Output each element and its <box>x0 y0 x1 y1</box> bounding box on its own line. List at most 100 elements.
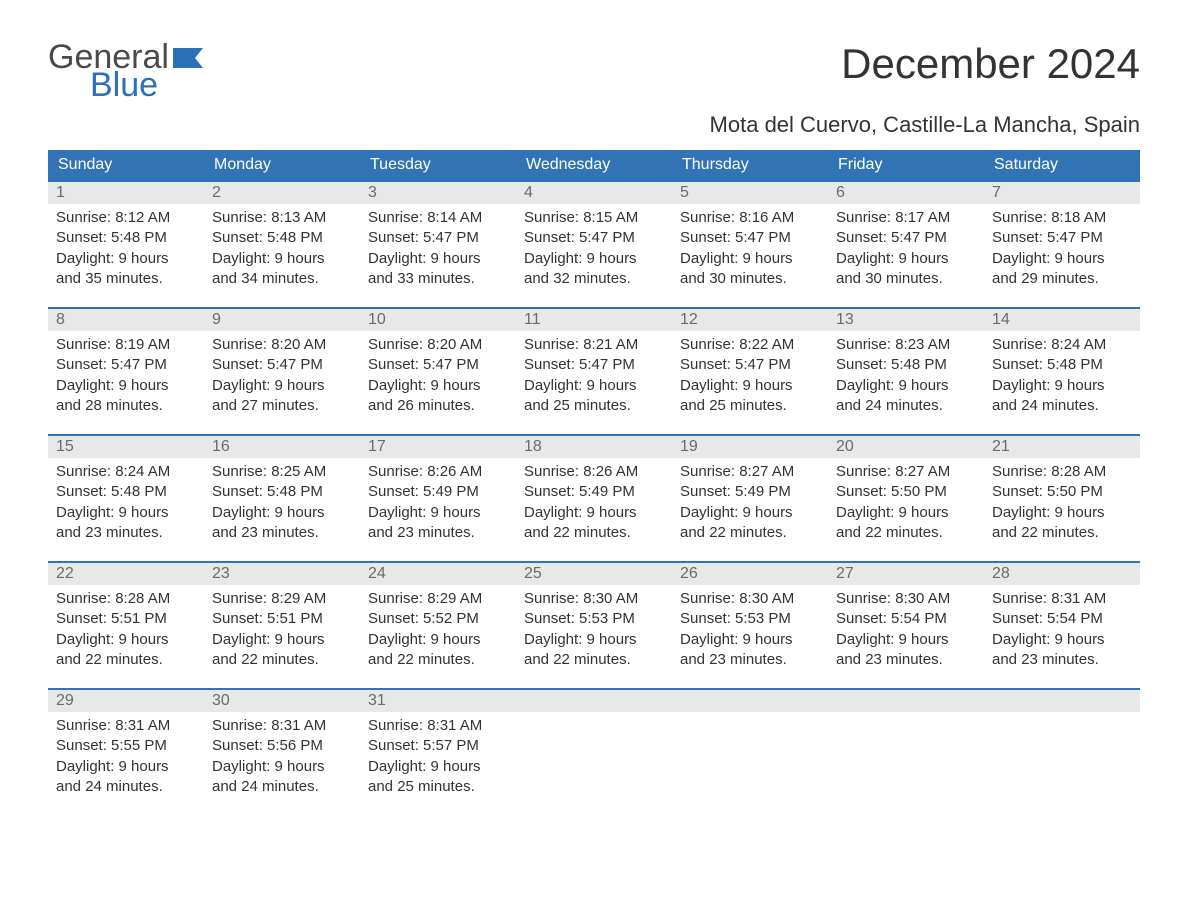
day-cell: 26Sunrise: 8:30 AMSunset: 5:53 PMDayligh… <box>672 563 828 676</box>
day-number: 23 <box>204 563 360 585</box>
day-details: Sunrise: 8:31 AMSunset: 5:57 PMDaylight:… <box>360 712 516 803</box>
sunrise-text: Sunrise: 8:30 AM <box>836 589 976 609</box>
daylight-line2: and 22 minutes. <box>524 650 664 670</box>
day-number: 11 <box>516 309 672 331</box>
sunrise-text: Sunrise: 8:26 AM <box>368 462 508 482</box>
daylight-line1: Daylight: 9 hours <box>56 757 196 777</box>
logo: General Blue <box>48 40 203 102</box>
daylight-line2: and 30 minutes. <box>680 269 820 289</box>
sunrise-text: Sunrise: 8:21 AM <box>524 335 664 355</box>
week-row: 8Sunrise: 8:19 AMSunset: 5:47 PMDaylight… <box>48 307 1140 422</box>
day-details: Sunrise: 8:12 AMSunset: 5:48 PMDaylight:… <box>48 204 204 295</box>
sunrise-text: Sunrise: 8:27 AM <box>680 462 820 482</box>
day-number <box>828 690 984 712</box>
sunset-text: Sunset: 5:47 PM <box>368 228 508 248</box>
sunrise-text: Sunrise: 8:26 AM <box>524 462 664 482</box>
sunset-text: Sunset: 5:53 PM <box>680 609 820 629</box>
col-tuesday: Tuesday <box>360 150 516 180</box>
calendar: Sunday Monday Tuesday Wednesday Thursday… <box>48 150 1140 803</box>
day-details: Sunrise: 8:19 AMSunset: 5:47 PMDaylight:… <box>48 331 204 422</box>
calendar-header-row: Sunday Monday Tuesday Wednesday Thursday… <box>48 150 1140 180</box>
daylight-line2: and 24 minutes. <box>56 777 196 797</box>
daylight-line2: and 23 minutes. <box>212 523 352 543</box>
day-number: 27 <box>828 563 984 585</box>
sunset-text: Sunset: 5:47 PM <box>992 228 1132 248</box>
day-number <box>984 690 1140 712</box>
sunrise-text: Sunrise: 8:20 AM <box>368 335 508 355</box>
day-cell: 8Sunrise: 8:19 AMSunset: 5:47 PMDaylight… <box>48 309 204 422</box>
daylight-line2: and 25 minutes. <box>680 396 820 416</box>
sunset-text: Sunset: 5:57 PM <box>368 736 508 756</box>
sunrise-text: Sunrise: 8:14 AM <box>368 208 508 228</box>
sunset-text: Sunset: 5:47 PM <box>212 355 352 375</box>
sunset-text: Sunset: 5:51 PM <box>212 609 352 629</box>
week-row: 1Sunrise: 8:12 AMSunset: 5:48 PMDaylight… <box>48 180 1140 295</box>
daylight-line1: Daylight: 9 hours <box>56 249 196 269</box>
day-cell: 28Sunrise: 8:31 AMSunset: 5:54 PMDayligh… <box>984 563 1140 676</box>
week-row: 29Sunrise: 8:31 AMSunset: 5:55 PMDayligh… <box>48 688 1140 803</box>
day-number: 19 <box>672 436 828 458</box>
day-cell: 20Sunrise: 8:27 AMSunset: 5:50 PMDayligh… <box>828 436 984 549</box>
day-cell: 10Sunrise: 8:20 AMSunset: 5:47 PMDayligh… <box>360 309 516 422</box>
sunset-text: Sunset: 5:47 PM <box>680 355 820 375</box>
day-details: Sunrise: 8:20 AMSunset: 5:47 PMDaylight:… <box>360 331 516 422</box>
day-details <box>984 712 1140 782</box>
sunset-text: Sunset: 5:47 PM <box>680 228 820 248</box>
daylight-line1: Daylight: 9 hours <box>524 376 664 396</box>
day-cell: 9Sunrise: 8:20 AMSunset: 5:47 PMDaylight… <box>204 309 360 422</box>
daylight-line1: Daylight: 9 hours <box>56 376 196 396</box>
day-number: 3 <box>360 182 516 204</box>
sunrise-text: Sunrise: 8:31 AM <box>56 716 196 736</box>
sunset-text: Sunset: 5:54 PM <box>836 609 976 629</box>
sunrise-text: Sunrise: 8:31 AM <box>212 716 352 736</box>
sunset-text: Sunset: 5:48 PM <box>992 355 1132 375</box>
day-cell: 31Sunrise: 8:31 AMSunset: 5:57 PMDayligh… <box>360 690 516 803</box>
daylight-line2: and 32 minutes. <box>524 269 664 289</box>
daylight-line1: Daylight: 9 hours <box>524 630 664 650</box>
day-cell <box>828 690 984 803</box>
day-details: Sunrise: 8:13 AMSunset: 5:48 PMDaylight:… <box>204 204 360 295</box>
day-details: Sunrise: 8:28 AMSunset: 5:51 PMDaylight:… <box>48 585 204 676</box>
daylight-line1: Daylight: 9 hours <box>680 376 820 396</box>
day-cell: 21Sunrise: 8:28 AMSunset: 5:50 PMDayligh… <box>984 436 1140 549</box>
day-number: 2 <box>204 182 360 204</box>
day-details <box>516 712 672 782</box>
daylight-line2: and 22 minutes. <box>836 523 976 543</box>
daylight-line1: Daylight: 9 hours <box>368 630 508 650</box>
daylight-line1: Daylight: 9 hours <box>680 503 820 523</box>
day-number: 26 <box>672 563 828 585</box>
daylight-line2: and 24 minutes. <box>992 396 1132 416</box>
daylight-line2: and 34 minutes. <box>212 269 352 289</box>
daylight-line2: and 27 minutes. <box>212 396 352 416</box>
sunrise-text: Sunrise: 8:20 AM <box>212 335 352 355</box>
day-number <box>672 690 828 712</box>
daylight-line1: Daylight: 9 hours <box>992 249 1132 269</box>
sunset-text: Sunset: 5:49 PM <box>680 482 820 502</box>
day-details: Sunrise: 8:31 AMSunset: 5:55 PMDaylight:… <box>48 712 204 803</box>
daylight-line2: and 22 minutes. <box>992 523 1132 543</box>
day-details: Sunrise: 8:30 AMSunset: 5:54 PMDaylight:… <box>828 585 984 676</box>
day-cell: 6Sunrise: 8:17 AMSunset: 5:47 PMDaylight… <box>828 182 984 295</box>
daylight-line1: Daylight: 9 hours <box>836 249 976 269</box>
day-cell: 11 Sunrise: 8:21 AMSunset: 5:47 PMDayligh… <box>516 309 672 422</box>
day-number: 9 <box>204 309 360 331</box>
day-cell <box>672 690 828 803</box>
day-details: Sunrise: 8:26 AMSunset: 5:49 PMDaylight:… <box>360 458 516 549</box>
day-cell: 14Sunrise: 8:24 AMSunset: 5:48 PMDayligh… <box>984 309 1140 422</box>
daylight-line2: and 25 minutes. <box>524 396 664 416</box>
sunrise-text: Sunrise: 8:30 AM <box>680 589 820 609</box>
day-number: 8 <box>48 309 204 331</box>
daylight-line2: and 22 minutes. <box>524 523 664 543</box>
daylight-line1: Daylight: 9 hours <box>524 503 664 523</box>
sunset-text: Sunset: 5:47 PM <box>524 355 664 375</box>
day-cell: 24Sunrise: 8:29 AMSunset: 5:52 PMDayligh… <box>360 563 516 676</box>
daylight-line2: and 24 minutes. <box>212 777 352 797</box>
day-cell: 4Sunrise: 8:15 AMSunset: 5:47 PMDaylight… <box>516 182 672 295</box>
day-number: 18 <box>516 436 672 458</box>
sunrise-text: Sunrise: 8:18 AM <box>992 208 1132 228</box>
day-details: Sunrise: 8:27 AMSunset: 5:50 PMDaylight:… <box>828 458 984 549</box>
daylight-line1: Daylight: 9 hours <box>212 249 352 269</box>
daylight-line2: and 23 minutes. <box>56 523 196 543</box>
daylight-line2: and 23 minutes. <box>368 523 508 543</box>
day-details: Sunrise: 8:16 AMSunset: 5:47 PMDaylight:… <box>672 204 828 295</box>
